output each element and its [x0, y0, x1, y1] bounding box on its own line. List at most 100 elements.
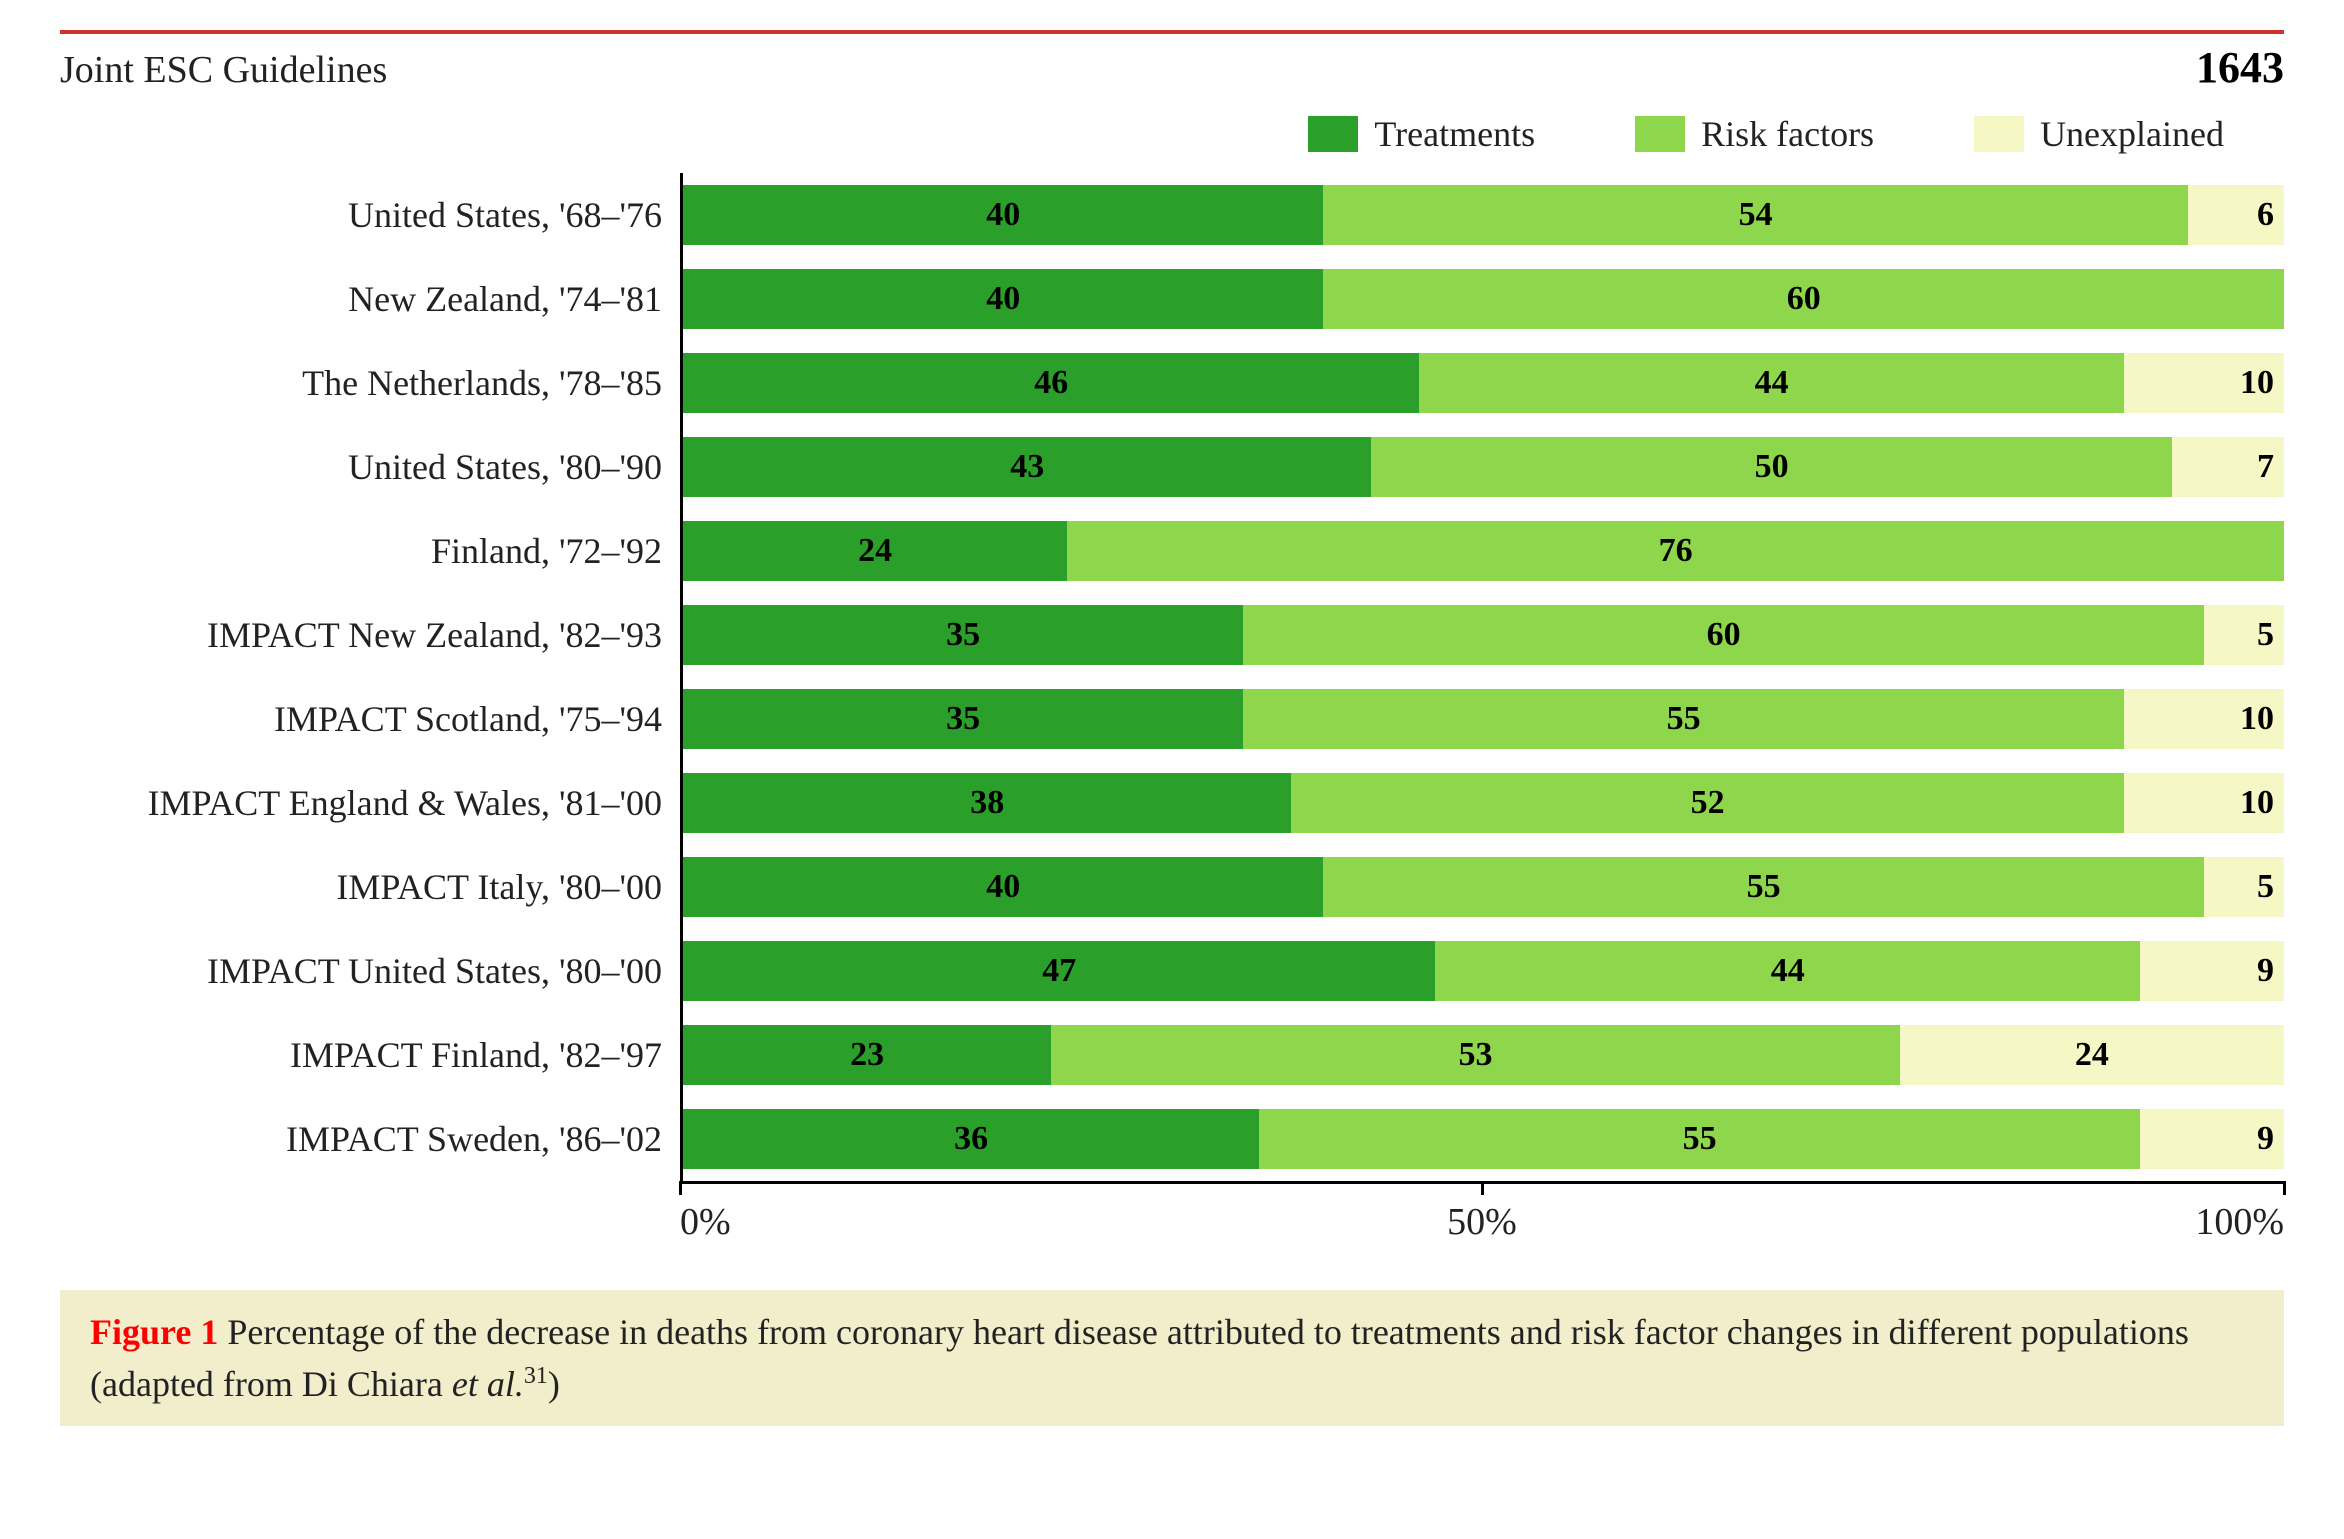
chart-labels-column: United States, '68–'76 New Zealand, '74–'…	[60, 173, 680, 1184]
bar-segment-risk: 44	[1435, 941, 2139, 1001]
chart-row-bar-cell: 47449	[683, 929, 2284, 1013]
chart-row-label: IMPACT Italy, '80–'00	[60, 866, 680, 908]
chart-row-label-cell: IMPACT United States, '80–'00	[60, 929, 680, 1013]
bar-segment-risk: 60	[1323, 269, 2284, 329]
chart-row-label: United States, '80–'90	[60, 446, 680, 488]
x-axis-ticks	[680, 1181, 2284, 1195]
chart-row-label-cell: New Zealand, '74–'81	[60, 257, 680, 341]
bar-segment-unexplained: 6	[2188, 185, 2284, 245]
caption-text: Percentage of the decrease in deaths fro…	[90, 1312, 2189, 1404]
bar-track: 35605	[683, 605, 2284, 665]
bar-segment-unexplained: 24	[1900, 1025, 2284, 1085]
x-tick	[1481, 1181, 1484, 1195]
bar-segment-unexplained: 9	[2140, 1109, 2284, 1169]
bar-track: 43507	[683, 437, 2284, 497]
bar-segment-unexplained: 10	[2124, 689, 2284, 749]
bar-segment-treatments: 47	[683, 941, 1435, 1001]
chart-row-label-cell: IMPACT Sweden, '86–'02	[60, 1097, 680, 1181]
bar-segment-treatments: 38	[683, 773, 1291, 833]
x-axis-labels-row: 0% 50% 100%	[60, 1200, 2284, 1250]
caption-citation-italic: et al.	[452, 1364, 524, 1404]
legend-item: Treatments	[1308, 113, 1535, 155]
x-tick	[2283, 1181, 2286, 1195]
bar-track: 40546	[683, 185, 2284, 245]
chart-row-bar-cell: 464410	[683, 341, 2284, 425]
chart-row-bar-cell: 355510	[683, 677, 2284, 761]
bar-segment-risk: 60	[1243, 605, 2204, 665]
page: Joint ESC Guidelines 1643 Treatments Risk…	[0, 0, 2344, 1466]
bar-track: 464410	[683, 353, 2284, 413]
bar-segment-unexplained: 5	[2204, 605, 2284, 665]
chart-row-bar-cell: 2476	[683, 509, 2284, 593]
axis-spacer	[60, 1200, 680, 1250]
chart-row-bar-cell: 35605	[683, 593, 2284, 677]
chart-row-label: Finland, '72–'92	[60, 530, 680, 572]
chart-row-label-cell: IMPACT England & Wales, '81–'00	[60, 761, 680, 845]
legend-swatch	[1974, 116, 2024, 152]
caption-citation-super: 31	[524, 1363, 548, 1389]
x-tick-label: 50%	[1447, 1200, 1517, 1244]
bar-segment-risk: 55	[1243, 689, 2124, 749]
chart-row-label: IMPACT United States, '80–'00	[60, 950, 680, 992]
top-rule	[60, 30, 2284, 34]
bar-segment-unexplained: 10	[2124, 773, 2284, 833]
legend-label: Risk factors	[1701, 113, 1874, 155]
bar-track: 235324	[683, 1025, 2284, 1085]
bar-track: 36559	[683, 1109, 2284, 1169]
bar-segment-risk: 55	[1259, 1109, 2140, 1169]
legend-label: Unexplained	[2040, 113, 2224, 155]
chart-row-label-cell: IMPACT New Zealand, '82–'93	[60, 593, 680, 677]
bar-segment-treatments: 46	[683, 353, 1419, 413]
bar-track: 2476	[683, 521, 2284, 581]
legend-swatch	[1308, 116, 1358, 152]
bar-track: 4060	[683, 269, 2284, 329]
chart-row-bar-cell: 43507	[683, 425, 2284, 509]
chart-row-label: IMPACT Scotland, '75–'94	[60, 698, 680, 740]
x-tick-label: 100%	[2195, 1200, 2284, 1244]
chart-row-label-cell: IMPACT Finland, '82–'97	[60, 1013, 680, 1097]
legend-item: Risk factors	[1635, 113, 1874, 155]
chart-row-label: The Netherlands, '78–'85	[60, 362, 680, 404]
chart-bars-column: 4054640604644104350724763560535551038521…	[680, 173, 2284, 1184]
chart-row-bar-cell: 36559	[683, 1097, 2284, 1181]
chart-row-label: IMPACT Finland, '82–'97	[60, 1034, 680, 1076]
legend-swatch	[1635, 116, 1685, 152]
bar-segment-unexplained: 10	[2124, 353, 2284, 413]
bar-segment-risk: 52	[1291, 773, 2124, 833]
chart-row-label-cell: IMPACT Scotland, '75–'94	[60, 677, 680, 761]
chart-row-label-cell: Finland, '72–'92	[60, 509, 680, 593]
legend-item: Unexplained	[1974, 113, 2224, 155]
bar-segment-treatments: 24	[683, 521, 1067, 581]
header-row: Joint ESC Guidelines 1643	[60, 42, 2284, 93]
caption-text-after: )	[548, 1364, 560, 1404]
header-title: Joint ESC Guidelines	[60, 48, 387, 92]
x-tick-label: 0%	[680, 1200, 731, 1244]
chart-row-bar-cell: 385210	[683, 761, 2284, 845]
chart-row-label: IMPACT New Zealand, '82–'93	[60, 614, 680, 656]
chart-area: United States, '68–'76 New Zealand, '74–'…	[60, 173, 2284, 1184]
chart-row-bar-cell: 40546	[683, 173, 2284, 257]
bar-segment-treatments: 40	[683, 857, 1323, 917]
bar-segment-risk: 53	[1051, 1025, 1900, 1085]
bar-segment-risk: 54	[1323, 185, 2188, 245]
bar-segment-treatments: 35	[683, 689, 1243, 749]
chart-row-bar-cell: 235324	[683, 1013, 2284, 1097]
chart-row-label: New Zealand, '74–'81	[60, 278, 680, 320]
chart-row-label-cell: United States, '80–'90	[60, 425, 680, 509]
bar-track: 355510	[683, 689, 2284, 749]
bar-segment-treatments: 40	[683, 185, 1323, 245]
bar-segment-treatments: 36	[683, 1109, 1259, 1169]
chart-row-label: IMPACT Sweden, '86–'02	[60, 1118, 680, 1160]
bar-segment-unexplained: 9	[2140, 941, 2284, 1001]
chart-row-label-cell: United States, '68–'76	[60, 173, 680, 257]
bar-segment-treatments: 23	[683, 1025, 1051, 1085]
bar-segment-unexplained: 5	[2204, 857, 2284, 917]
bar-segment-risk: 50	[1371, 437, 2172, 497]
bar-segment-unexplained: 7	[2172, 437, 2284, 497]
legend-label: Treatments	[1374, 113, 1535, 155]
page-number: 1643	[2196, 42, 2284, 93]
bar-track: 385210	[683, 773, 2284, 833]
x-axis-labels: 0% 50% 100%	[680, 1200, 2284, 1250]
bar-track: 40555	[683, 857, 2284, 917]
chart-row-bar-cell: 4060	[683, 257, 2284, 341]
